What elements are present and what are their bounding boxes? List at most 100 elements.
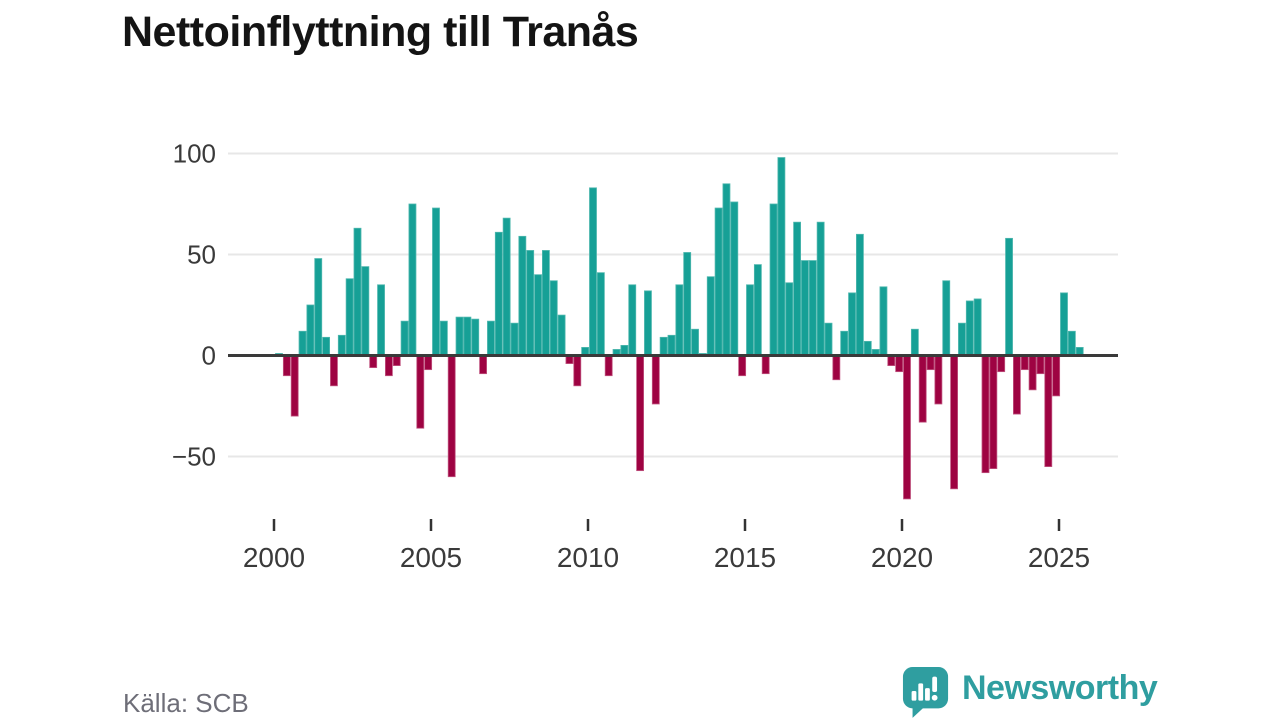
y-tick-label: 0: [202, 341, 216, 371]
bar: [322, 336, 331, 356]
bar: [502, 217, 511, 356]
bar: [769, 203, 778, 356]
bar: [808, 260, 817, 356]
newsworthy-logo-text: Newsworthy: [962, 669, 1158, 707]
bar: [1013, 355, 1021, 415]
bar: [761, 355, 770, 375]
bar: [314, 258, 323, 356]
bar: [958, 322, 966, 356]
bar: [1036, 355, 1045, 375]
bar: [965, 300, 974, 356]
bar: [337, 334, 346, 356]
logo-bubble: [902, 667, 949, 709]
bar: [542, 250, 550, 356]
y-tick-label: 50: [187, 240, 216, 270]
bar: [801, 260, 809, 356]
bar: [392, 355, 401, 367]
bar: [832, 355, 841, 381]
bar: [887, 355, 896, 367]
bar: [840, 330, 849, 356]
bar: [557, 314, 566, 356]
bar: [981, 355, 990, 474]
x-tick-label: 2025: [1028, 542, 1090, 573]
bar: [934, 355, 943, 405]
bar: [369, 355, 378, 369]
bar: [432, 207, 440, 356]
bar: [416, 355, 425, 429]
bar: [895, 355, 904, 373]
bar: [1020, 355, 1029, 371]
bar: [463, 316, 472, 356]
logo-bar-2: [918, 683, 924, 701]
bar: [628, 284, 637, 356]
chart-title: Nettoinflyttning till Tranås: [122, 8, 639, 56]
bar: [824, 322, 833, 356]
bar: [510, 322, 519, 356]
bar: [518, 235, 527, 356]
y-tick-label: −50: [172, 442, 216, 472]
bar: [330, 355, 338, 387]
bar: [534, 274, 542, 356]
bar: [753, 264, 762, 356]
bar: [793, 221, 801, 356]
bar: [879, 286, 888, 356]
bar: [400, 320, 409, 356]
bar: [377, 284, 385, 356]
logo-exclamation-bar: [932, 676, 938, 692]
bar: [651, 355, 660, 405]
bar: [361, 266, 370, 356]
bar: [596, 272, 605, 356]
y-tick-label: 100: [173, 139, 216, 169]
bar: [408, 203, 417, 356]
x-tick-label: 2000: [243, 542, 305, 573]
bar: [487, 320, 495, 356]
bar: [989, 355, 998, 470]
bar: [942, 280, 951, 356]
bar: [290, 355, 299, 417]
bar: [926, 355, 935, 371]
bar: [910, 328, 919, 356]
x-tick-label: 2015: [714, 542, 776, 573]
newsworthy-logo-icon: [902, 667, 949, 718]
bar: [353, 227, 362, 356]
bar: [620, 344, 629, 356]
bar: [479, 355, 488, 375]
bar: [973, 298, 982, 356]
x-tick-label: 2005: [400, 542, 462, 573]
x-tick-label: 2010: [557, 542, 619, 573]
bar: [848, 292, 856, 356]
bar: [683, 252, 692, 356]
bar: [997, 355, 1006, 373]
bar: [714, 207, 723, 356]
bar: [746, 284, 754, 356]
bar: [439, 320, 448, 356]
bar: [549, 280, 558, 356]
bar: [1005, 237, 1013, 356]
bar: [730, 201, 739, 356]
bar: [1044, 355, 1053, 467]
bar: [282, 355, 291, 377]
bar: [863, 340, 872, 356]
newsworthy-logo: Newsworthy: [902, 666, 1158, 718]
logo-bar-1: [911, 691, 917, 701]
bar: [691, 328, 699, 356]
bar: [706, 276, 715, 356]
bar: [722, 183, 731, 356]
bar: [856, 233, 864, 356]
bar: [494, 231, 503, 356]
bar: [738, 355, 747, 377]
bar: [526, 250, 535, 356]
bar: [345, 278, 354, 356]
bar: [785, 282, 794, 356]
source-caption: Källa: SCB: [123, 688, 249, 718]
bar: [1028, 355, 1037, 391]
bar: [950, 355, 958, 490]
logo-bar-3: [925, 688, 930, 701]
bar: [644, 290, 652, 356]
bar: [424, 355, 433, 371]
bar: [777, 157, 786, 356]
bar: [298, 330, 307, 356]
bar: [306, 304, 315, 356]
bar: [659, 336, 668, 356]
